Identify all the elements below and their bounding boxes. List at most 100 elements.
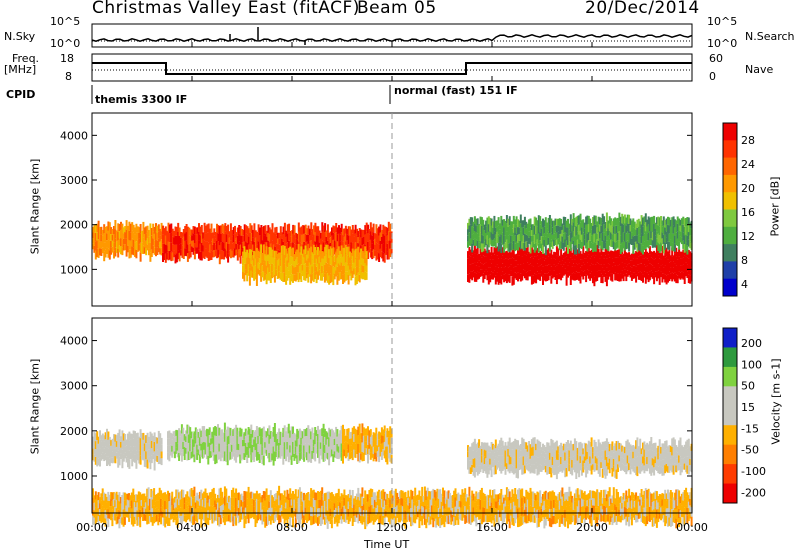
- data-cell: [482, 457, 485, 466]
- data-cell: [180, 498, 183, 508]
- data-cell: [263, 235, 266, 245]
- data-cell: [104, 453, 107, 461]
- data-cell: [550, 266, 553, 276]
- data-cell: [658, 235, 661, 244]
- data-cell: [671, 242, 674, 251]
- data-cell: [372, 516, 375, 525]
- data-cell: [301, 445, 304, 453]
- data-cell: [647, 456, 650, 463]
- data-cell: [294, 498, 297, 509]
- data-cell: [585, 443, 588, 452]
- data-cell: [157, 492, 160, 501]
- data-cell: [368, 234, 371, 241]
- data-cell: [492, 259, 494, 267]
- data-cell: [154, 501, 157, 509]
- data-cell: [256, 231, 259, 238]
- data-cell: [232, 449, 235, 457]
- data-cell: [543, 451, 546, 458]
- data-cell: [115, 441, 118, 447]
- data-cell: [562, 258, 565, 265]
- data-cell: [200, 499, 203, 509]
- data-cell: [350, 506, 353, 513]
- data-cell: [560, 218, 563, 227]
- data-cell: [580, 270, 583, 277]
- data-cell: [304, 224, 307, 234]
- data-cell: [503, 227, 506, 236]
- data-cell: [422, 501, 425, 508]
- data-cell: [489, 237, 492, 245]
- data-cell: [337, 488, 340, 498]
- data-cell: [492, 234, 494, 241]
- data-cell: [310, 231, 313, 241]
- data-cell: [340, 493, 343, 501]
- data-cell: [557, 460, 560, 467]
- data-cell: [320, 238, 322, 245]
- data-cell: [540, 228, 543, 237]
- data-cell: [106, 447, 108, 457]
- data-cell: [228, 443, 231, 453]
- data-cell: [274, 240, 277, 247]
- data-cell: [125, 229, 128, 239]
- data-cell: [423, 486, 426, 497]
- data-cell: [169, 438, 172, 445]
- data-cell: [422, 513, 425, 519]
- data-cell: [255, 276, 258, 286]
- data-cell: [340, 223, 343, 233]
- data-cell: [347, 516, 350, 524]
- data-cell: [254, 237, 257, 246]
- data-cell: [394, 516, 397, 526]
- data-cell: [610, 265, 613, 273]
- data-cell: [157, 224, 160, 232]
- data-cell: [128, 459, 131, 469]
- data-cell: [153, 505, 156, 515]
- data-cell: [229, 240, 232, 250]
- data-cell: [333, 226, 336, 234]
- data-cell: [492, 227, 494, 234]
- data-cell: [303, 492, 306, 501]
- data-cell: [178, 235, 181, 245]
- data-cell: [426, 496, 429, 506]
- data-cell: [485, 442, 488, 451]
- data-cell: [372, 492, 375, 501]
- data-cell: [315, 258, 318, 267]
- data-cell: [218, 488, 221, 498]
- data-cell: [528, 231, 531, 238]
- data-cell: [660, 265, 663, 272]
- data-cell: [498, 265, 501, 274]
- data-cell: [536, 239, 539, 246]
- data-cell: [92, 488, 94, 498]
- data-cell: [667, 452, 669, 460]
- data-cell: [162, 517, 165, 526]
- data-cell: [197, 495, 200, 502]
- data-cell: [478, 465, 481, 474]
- data-cell: [551, 266, 554, 273]
- data-cell: [548, 270, 551, 276]
- data-cell: [623, 249, 626, 257]
- data-cell: [110, 227, 113, 234]
- data-cell: [592, 225, 594, 235]
- data-cell: [493, 238, 496, 247]
- data-cell: [106, 428, 108, 439]
- data-cell: [362, 452, 365, 461]
- data-cell: [498, 223, 501, 230]
- data-cell: [228, 515, 231, 522]
- data-cell: [207, 502, 210, 511]
- data-cell: [480, 243, 483, 253]
- data-cell: [347, 501, 350, 509]
- data-cell: [562, 233, 565, 243]
- data-cell: [543, 260, 546, 267]
- data-cell: [542, 245, 544, 254]
- data-cell: [611, 459, 614, 468]
- data-cell: [107, 456, 110, 465]
- data-cell: [287, 262, 290, 271]
- data-cell: [326, 232, 329, 241]
- data-cell: [476, 450, 479, 460]
- data-cell: [635, 241, 638, 248]
- data-cell: [373, 492, 376, 500]
- data-cell: [111, 246, 114, 253]
- data-cell: [635, 440, 638, 449]
- data-cell: [374, 250, 376, 256]
- data-cell: [99, 457, 101, 467]
- data-cell: [579, 239, 582, 249]
- data-cell: [476, 254, 479, 263]
